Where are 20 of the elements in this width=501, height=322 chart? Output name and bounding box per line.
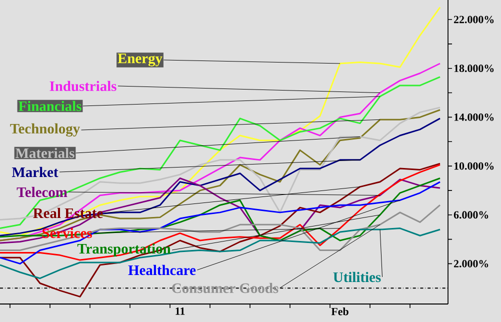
y-tick-label: 2.000%	[454, 260, 488, 268]
text: Market	[12, 166, 58, 178]
text: Energy	[118, 54, 162, 66]
y-tick-label: 22.000%	[454, 16, 494, 24]
text: Consumer Goods	[172, 282, 278, 294]
x-tick-label: Feb	[331, 308, 348, 316]
text: Healthcare	[128, 264, 196, 276]
text: Utilities	[333, 272, 381, 282]
x-tick-label: 11	[176, 308, 185, 315]
y-tick-label: 14.000%	[454, 113, 494, 121]
text: Industrials	[50, 80, 116, 92]
text: Telecom	[16, 186, 68, 198]
line-series	[0, 6, 441, 236]
text: Technology	[10, 123, 80, 137]
text: Financials	[18, 100, 82, 112]
line-series	[0, 162, 441, 298]
text: Materials	[16, 148, 74, 158]
y-tick-label: 10.000%	[454, 162, 494, 170]
y-tick-label: 18.000%	[454, 64, 494, 72]
y-tick-label: 6.000%	[454, 211, 488, 219]
